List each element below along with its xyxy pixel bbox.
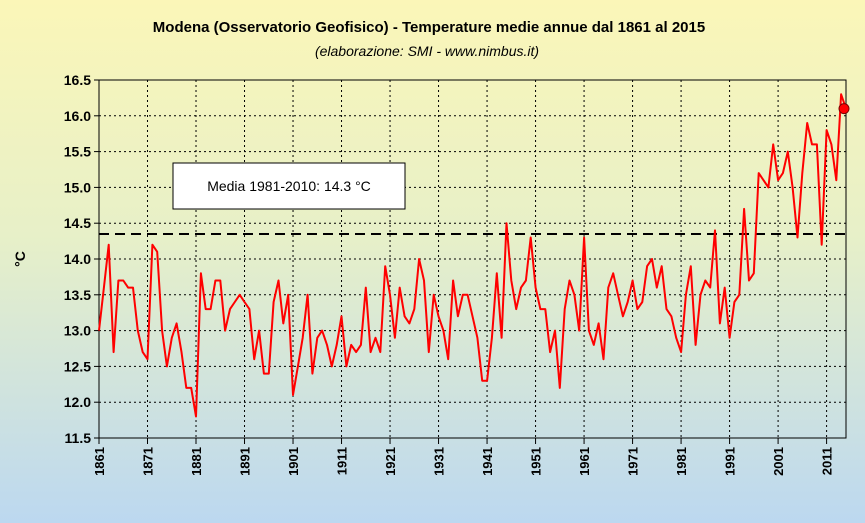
- chart-title: Modena (Osservatorio Geofisico) - Temper…: [153, 19, 705, 36]
- grid: [99, 80, 846, 438]
- x-tick-label: 1881: [189, 447, 204, 476]
- series-line: [98, 93, 847, 418]
- y-axis-label: °C: [12, 251, 28, 267]
- x-tick-label: 1991: [723, 447, 738, 476]
- x-tick-label: 1941: [480, 447, 495, 476]
- x-tick-label: 2001: [771, 447, 786, 476]
- y-tick-label: 15.5: [64, 144, 91, 160]
- annotation-text: Media 1981-2010: 14.3 °C: [207, 178, 371, 194]
- y-axis-ticks: 11.5 12.0 12.5 13.0 13.5 14.0 14.5 15.0 15.5 16.0…: [64, 72, 99, 446]
- x-tick-label: 2011: [820, 447, 835, 475]
- y-tick-label: 16.5: [64, 72, 91, 88]
- y-tick-label: 13.0: [64, 323, 91, 339]
- x-tick-label: 1921: [383, 447, 398, 476]
- y-tick-label: 11.5: [65, 430, 92, 446]
- x-tick-label: 1981: [674, 447, 689, 476]
- y-tick-label: 14.5: [64, 215, 91, 231]
- y-tick-label: 15.0: [64, 179, 91, 195]
- last-year-marker: [838, 103, 850, 115]
- y-tick-label: 12.0: [64, 394, 91, 410]
- annotation-box: Media 1981-2010: 14.3 °C: [172, 162, 406, 210]
- x-tick-label: 1861: [92, 447, 107, 476]
- x-tick-label: 1901: [286, 447, 301, 476]
- y-tick-label: 14.0: [64, 251, 91, 267]
- y-tick-label: 13.5: [64, 287, 91, 303]
- x-tick-label: 1931: [432, 447, 447, 476]
- y-tick-label: 12.5: [64, 358, 91, 374]
- x-tick-label: 1911: [335, 447, 350, 475]
- x-tick-label: 1961: [577, 447, 592, 476]
- series: [98, 93, 850, 418]
- plot-area: [98, 79, 847, 439]
- x-tick-label: 1971: [626, 447, 641, 476]
- x-axis-ticks: 1861 1871 1881 1891 1901 1911 1921 1931 1941 1951…: [92, 438, 835, 476]
- y-tick-label: 16.0: [64, 108, 91, 124]
- x-tick-label: 1891: [238, 447, 253, 476]
- chart-subtitle: (elaborazione: SMI - www.nimbus.it): [315, 43, 539, 59]
- x-tick-label: 1871: [141, 447, 156, 476]
- x-tick-label: 1951: [529, 447, 544, 476]
